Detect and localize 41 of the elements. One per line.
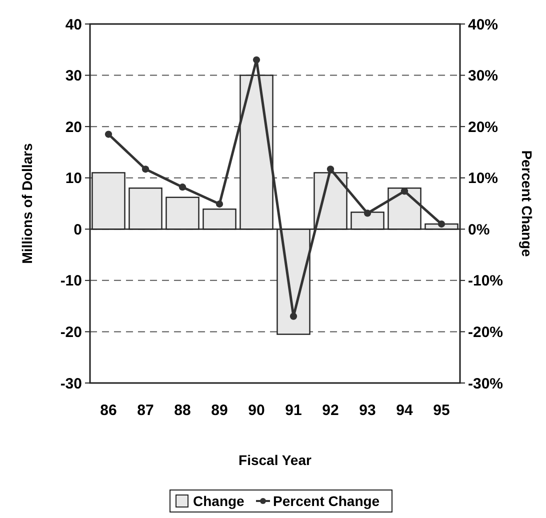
- y2-tick-label: 0%: [468, 221, 490, 238]
- y-tick-label: 40: [65, 16, 82, 34]
- x-tick-label: 90: [248, 402, 265, 419]
- y2-tick-label: -10%: [468, 272, 504, 290]
- x-tick-label: 91: [285, 402, 302, 419]
- y2-axis-title: Percent Change: [519, 150, 535, 258]
- point: [290, 312, 298, 320]
- y-axis-title: Millions of Dollars: [19, 143, 35, 264]
- point: [252, 56, 260, 64]
- point: [400, 188, 408, 195]
- x-tick-label: 92: [322, 402, 339, 419]
- x-tick-label: 95: [433, 402, 450, 419]
- point: [216, 200, 224, 208]
- x-tick-label: 88: [174, 402, 191, 419]
- point: [178, 184, 186, 191]
- y-tick-label: -20: [60, 324, 82, 341]
- x-tick-label: 94: [396, 402, 414, 419]
- legend-label: Change: [193, 493, 245, 509]
- x-axis-title: Fiscal Year: [238, 452, 312, 468]
- x-tick-label: 89: [211, 402, 228, 419]
- point: [142, 166, 150, 173]
- y2-tick-label: 10%: [468, 170, 498, 188]
- y-tick-label: 20: [65, 118, 82, 136]
- y-tick-label: -10: [60, 272, 82, 290]
- x-tick-label: 86: [100, 402, 117, 419]
- y-tick-label: 0: [74, 221, 82, 238]
- y2-tick-label: 40%: [468, 16, 498, 34]
- point: [438, 220, 446, 228]
- x-tick-label: 87: [137, 402, 154, 419]
- y2-tick-label: -30%: [468, 375, 504, 392]
- y-tick-label: 10: [65, 170, 82, 188]
- legend-label: Percent Change: [273, 493, 380, 509]
- y2-tick-label: -20%: [468, 324, 504, 341]
- point: [104, 130, 112, 138]
- y2-tick-label: 20%: [468, 118, 498, 136]
- point: [326, 166, 334, 173]
- y-tick-label: 30: [65, 68, 82, 85]
- y-tick-label: -30: [60, 375, 82, 392]
- x-tick-label: 93: [359, 402, 376, 419]
- y2-tick-label: 30%: [468, 68, 498, 85]
- point: [364, 210, 372, 217]
